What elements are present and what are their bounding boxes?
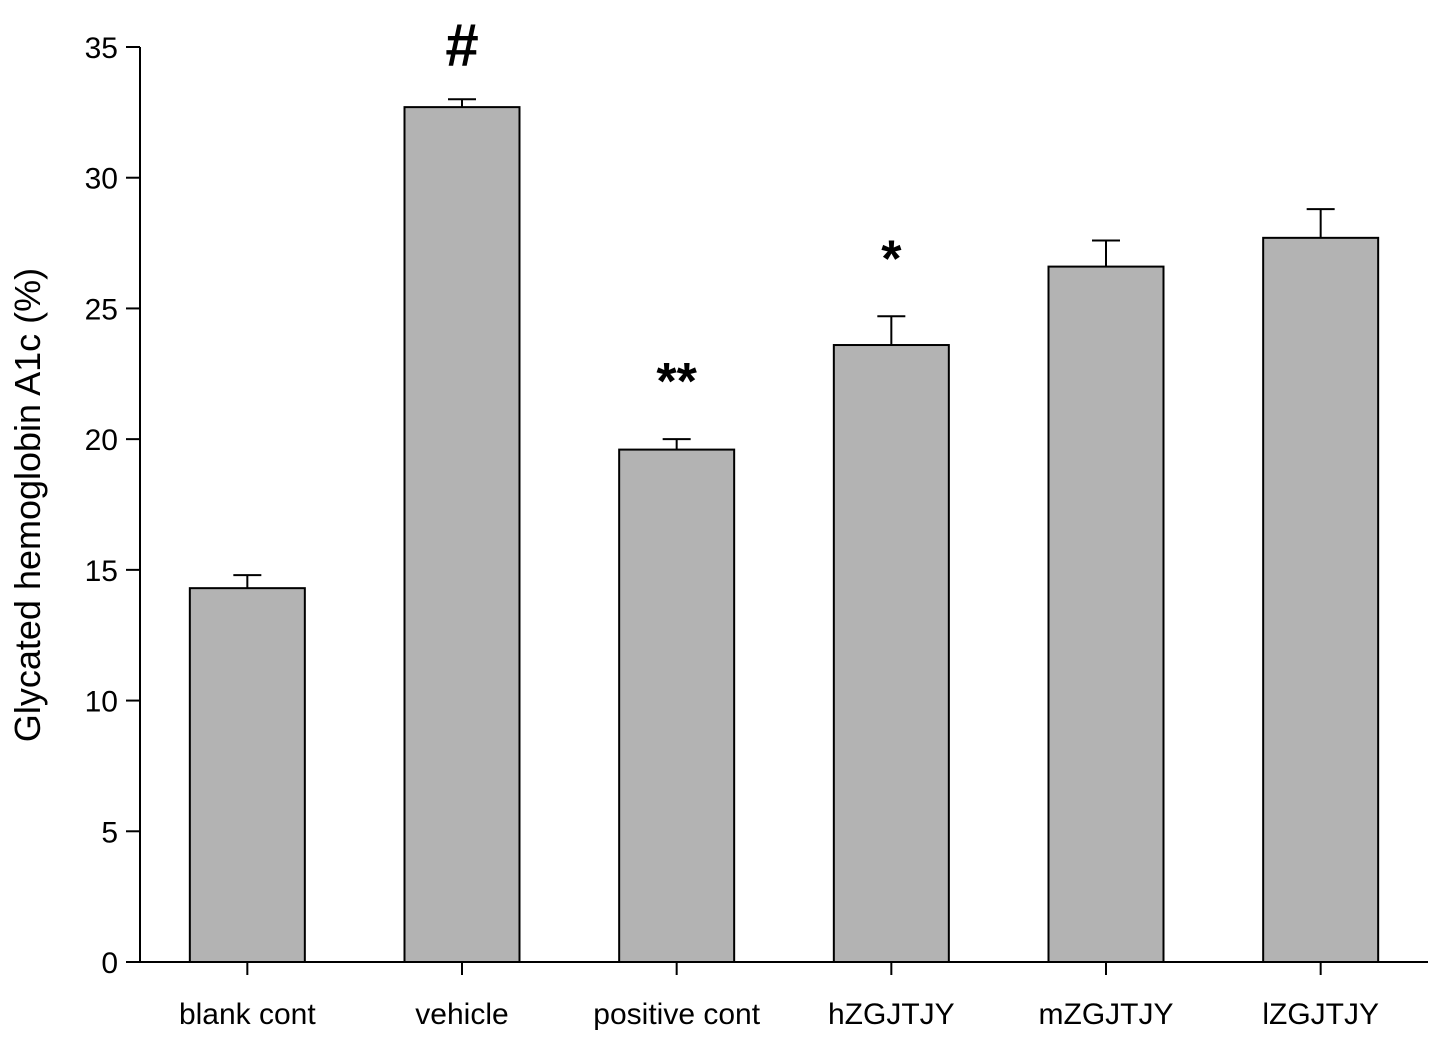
x-tick-label: mZGJTJY <box>1039 998 1174 1031</box>
y-tick-label: 30 <box>85 163 118 196</box>
y-tick-label: 15 <box>85 555 118 588</box>
bar <box>188 587 306 964</box>
bar <box>1047 265 1165 964</box>
bar <box>1262 236 1380 964</box>
y-tick-label: 0 <box>101 947 118 980</box>
axes <box>126 46 1428 975</box>
significance-marker: # <box>445 11 478 78</box>
x-tick-label: lZGJTJY <box>1262 998 1379 1031</box>
bars <box>188 98 1380 964</box>
x-tick-label: positive cont <box>593 998 760 1031</box>
bar <box>618 448 736 964</box>
y-tick-label: 20 <box>85 424 118 457</box>
bar <box>832 344 950 963</box>
y-axis-title: Glycated hemoglobin A1c (%) <box>7 268 48 742</box>
x-tick-label: blank cont <box>179 998 316 1031</box>
y-tick-label: 5 <box>101 816 118 849</box>
labels: 0 5 10 15 20 25 30 35 blank cont vehicle # positive… <box>85 11 1379 1031</box>
y-tick-label: 25 <box>85 293 118 326</box>
x-tick-label: hZGJTJY <box>828 998 955 1031</box>
y-tick-label: 10 <box>85 686 118 719</box>
y-tick-label: 35 <box>85 32 118 65</box>
significance-marker: * <box>881 230 902 288</box>
significance-marker: ** <box>656 353 697 411</box>
bar <box>403 106 521 963</box>
x-tick-label: vehicle <box>415 998 508 1031</box>
